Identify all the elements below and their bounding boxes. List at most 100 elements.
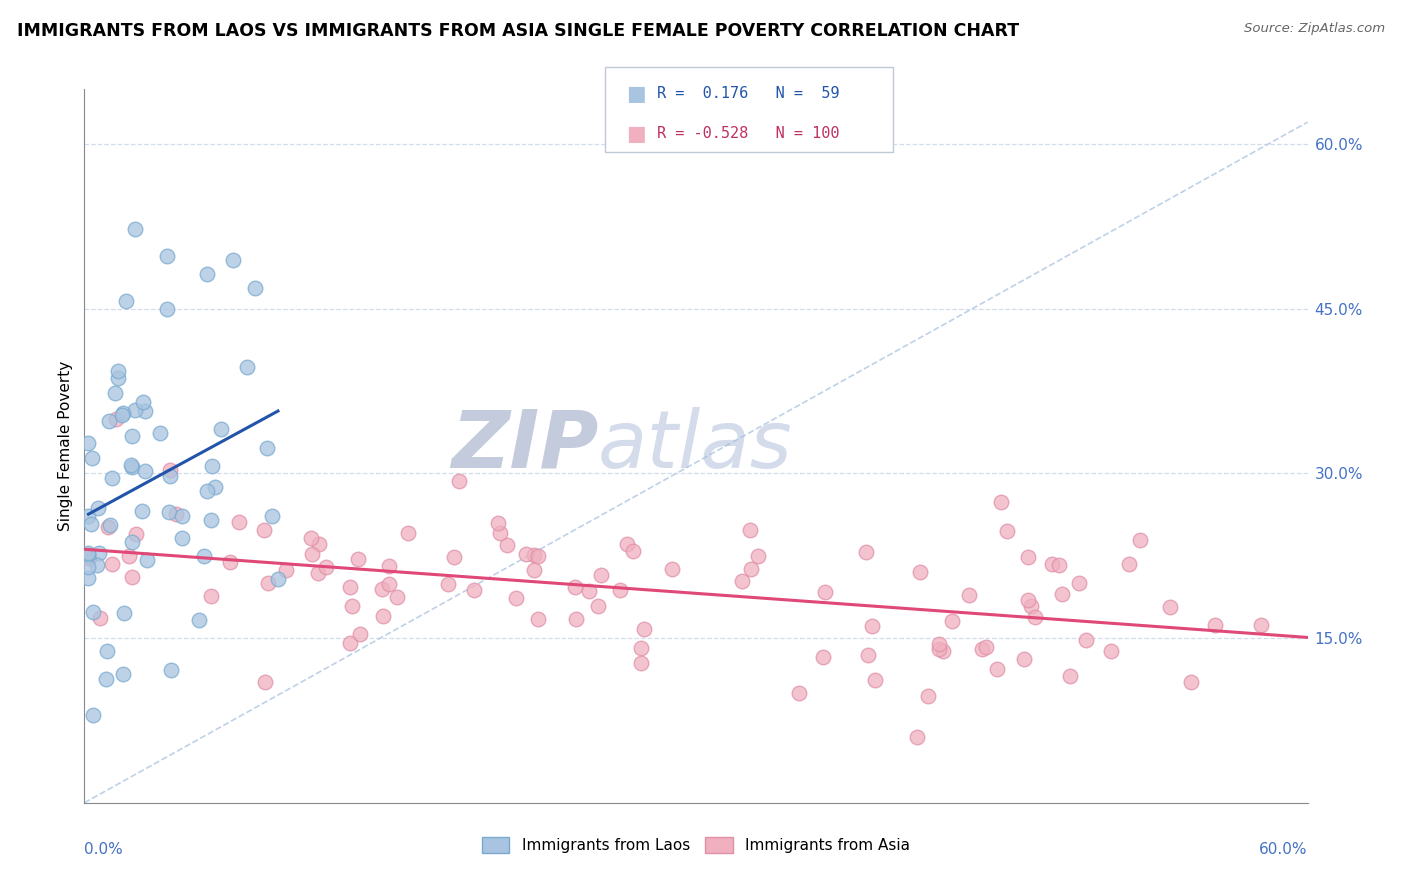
Point <box>111 409 134 423</box>
Point <box>527 612 550 626</box>
Point <box>170 531 193 545</box>
Point <box>228 515 250 529</box>
Point <box>1050 587 1073 601</box>
Point <box>204 480 226 494</box>
Point <box>221 252 243 267</box>
Point <box>1014 652 1036 666</box>
Point <box>630 641 652 656</box>
Point <box>349 627 371 641</box>
Point <box>917 689 939 703</box>
Point <box>156 302 179 317</box>
Point <box>447 474 470 488</box>
Point <box>124 403 146 417</box>
Point <box>80 517 103 532</box>
Y-axis label: Single Female Poverty: Single Female Poverty <box>58 361 73 531</box>
Point <box>387 591 409 605</box>
Point <box>159 468 181 483</box>
Point <box>932 644 955 658</box>
Point <box>1204 618 1226 632</box>
Point <box>346 552 368 566</box>
Point <box>1099 644 1122 658</box>
Point <box>77 435 100 450</box>
Point <box>193 549 215 563</box>
Point <box>523 548 546 562</box>
Text: ZIP: ZIP <box>451 407 598 485</box>
Point <box>236 360 259 375</box>
Text: R =  0.176   N =  59: R = 0.176 N = 59 <box>657 87 839 101</box>
Text: 0.0%: 0.0% <box>84 842 124 857</box>
Text: R = -0.528   N = 100: R = -0.528 N = 100 <box>657 127 839 141</box>
Point <box>515 547 537 561</box>
Point <box>87 500 110 515</box>
Point <box>299 531 322 545</box>
Point <box>149 426 172 441</box>
Point <box>253 675 276 690</box>
Point <box>82 708 104 723</box>
Point <box>188 613 211 627</box>
Point <box>112 405 135 419</box>
Point <box>253 523 276 537</box>
Point <box>905 730 928 744</box>
Point <box>121 429 143 443</box>
Point <box>740 562 762 576</box>
Point <box>118 549 141 563</box>
Point <box>267 572 290 586</box>
Point <box>121 570 143 584</box>
Point <box>256 576 278 591</box>
Point <box>172 508 194 523</box>
Point <box>855 545 877 559</box>
Point <box>1159 600 1181 615</box>
Point <box>731 574 754 588</box>
Point <box>908 565 931 579</box>
Point <box>437 577 460 591</box>
Point <box>101 557 124 571</box>
Point <box>486 516 509 530</box>
Point <box>156 249 179 263</box>
Point <box>262 509 284 524</box>
Point <box>159 463 181 477</box>
Point <box>463 582 485 597</box>
Point <box>396 526 419 541</box>
Point <box>564 580 586 594</box>
Point <box>200 589 222 603</box>
Point <box>195 484 218 499</box>
Point <box>488 526 510 541</box>
Point <box>114 293 136 308</box>
Point <box>274 563 297 577</box>
Text: ■: ■ <box>626 124 645 144</box>
Text: atlas: atlas <box>598 407 793 485</box>
Point <box>1129 533 1152 548</box>
Point <box>586 599 609 613</box>
Point <box>86 558 108 573</box>
Point <box>134 464 156 478</box>
Point <box>371 582 394 597</box>
Text: IMMIGRANTS FROM LAOS VS IMMIGRANTS FROM ASIA SINGLE FEMALE POVERTY CORRELATION C: IMMIGRANTS FROM LAOS VS IMMIGRANTS FROM … <box>17 22 1019 40</box>
Point <box>814 584 837 599</box>
Point <box>1067 576 1090 591</box>
Point <box>308 537 330 551</box>
Point <box>1250 618 1272 632</box>
Point <box>986 662 1008 676</box>
Point <box>98 518 121 533</box>
Point <box>87 546 110 560</box>
Point <box>315 560 337 574</box>
Point <box>159 505 181 519</box>
Point <box>976 640 998 654</box>
Point <box>813 650 835 665</box>
Point <box>124 222 146 236</box>
Point <box>77 546 100 560</box>
Point <box>339 636 361 650</box>
Point <box>496 538 519 552</box>
Point <box>77 571 100 585</box>
Point <box>307 566 329 581</box>
Point <box>136 552 159 566</box>
Point <box>578 583 600 598</box>
Point <box>77 509 100 524</box>
Point <box>1017 549 1039 564</box>
Point <box>1076 633 1098 648</box>
Point <box>589 568 612 582</box>
Point <box>340 599 363 613</box>
Legend: Immigrants from Laos, Immigrants from Asia: Immigrants from Laos, Immigrants from As… <box>475 831 917 859</box>
Point <box>747 549 769 563</box>
Point <box>209 422 232 436</box>
